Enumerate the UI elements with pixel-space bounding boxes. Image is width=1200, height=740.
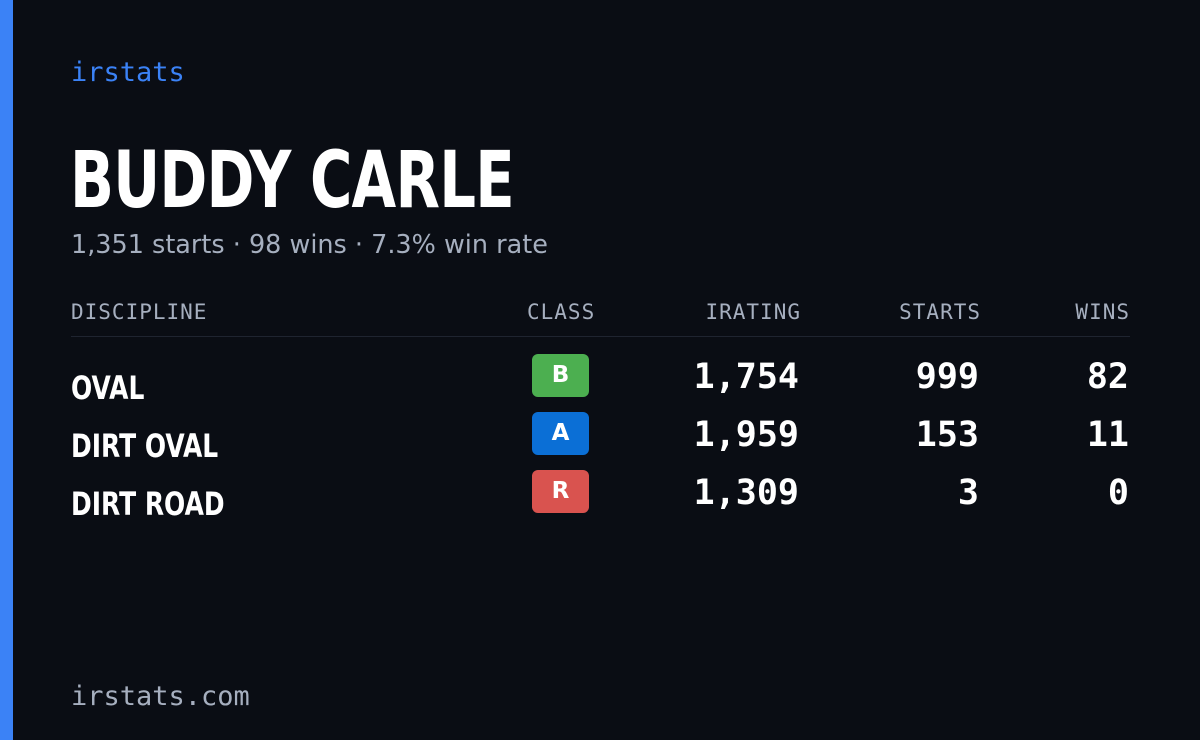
starts-value: 999 bbox=[915, 357, 979, 397]
driver-name: BUDDY CARLE bbox=[70, 136, 515, 226]
table-row: OVAL B 1,754 999 82 bbox=[71, 354, 1130, 412]
wins-value: 82 bbox=[1086, 357, 1129, 397]
irating-value: 1,959 bbox=[693, 415, 799, 455]
brand-logo-text: irstats bbox=[71, 57, 185, 88]
wins-value: 0 bbox=[1107, 473, 1129, 513]
discipline-name: OVAL bbox=[71, 369, 145, 407]
header-starts: STARTS bbox=[899, 300, 981, 324]
header-discipline: DISCIPLINE bbox=[71, 300, 208, 324]
header-wins: WINS bbox=[1075, 300, 1130, 324]
starts-value: 3 bbox=[957, 473, 979, 513]
table-row: DIRT ROAD R 1,309 3 0 bbox=[71, 470, 1130, 528]
accent-bar bbox=[0, 0, 13, 740]
header-divider bbox=[71, 336, 1130, 337]
table-row: DIRT OVAL A 1,959 153 11 bbox=[71, 412, 1130, 470]
irating-value: 1,309 bbox=[693, 473, 799, 513]
header-class: CLASS bbox=[527, 300, 596, 324]
driver-summary: 1,351 starts · 98 wins · 7.3% win rate bbox=[71, 230, 548, 260]
discipline-name: DIRT OVAL bbox=[71, 427, 219, 465]
footer-domain: irstats.com bbox=[71, 681, 250, 712]
header-irating: IRATING bbox=[705, 300, 801, 324]
class-badge: A bbox=[532, 412, 589, 455]
irating-value: 1,754 bbox=[693, 357, 799, 397]
wins-value: 11 bbox=[1086, 415, 1129, 455]
class-badge: R bbox=[532, 470, 589, 513]
class-badge: B bbox=[532, 354, 589, 397]
starts-value: 153 bbox=[915, 415, 979, 455]
discipline-name: DIRT ROAD bbox=[71, 485, 225, 523]
